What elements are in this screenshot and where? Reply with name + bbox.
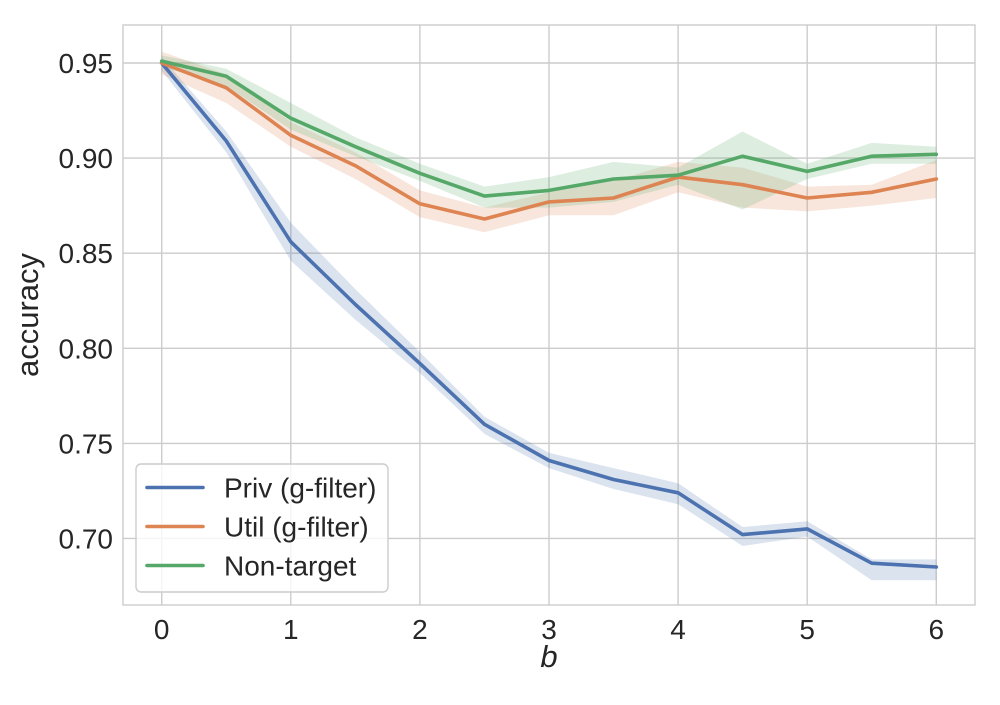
x-tick-label: 1 (283, 614, 299, 645)
confidence-band-non-target (161, 55, 937, 210)
series-line-util-g-filter (159, 61, 939, 221)
x-tick-labels: 0 1 2 3 4 5 6 (154, 614, 944, 645)
x-tick-label: 3 (541, 614, 557, 645)
series-line-non-target (159, 59, 939, 198)
legend-label: Non-target (224, 551, 357, 582)
series-line-priv-g-filter (159, 61, 939, 569)
x-tick-label: 2 (412, 614, 428, 645)
x-tick-label: 6 (929, 614, 945, 645)
y-tick-label: 0.80 (59, 333, 114, 364)
legend-box (135, 463, 389, 593)
y-tick-label: 0.90 (59, 143, 114, 174)
x-tick-label: 4 (670, 614, 686, 645)
y-axis-label: accuracy (10, 252, 45, 377)
series-lines (159, 59, 939, 569)
legend-label: Priv (g-filter) (224, 473, 376, 504)
gridlines (123, 25, 975, 605)
x-tick-label: 0 (154, 614, 170, 645)
y-tick-label: 0.70 (59, 523, 114, 554)
y-tick-labels: 0.70 0.75 0.80 0.85 0.90 0.95 (59, 48, 114, 554)
y-tick-label: 0.85 (59, 238, 114, 269)
plot-area-border (122, 24, 976, 606)
legend-label: Util (g-filter) (224, 512, 369, 543)
confidence-band-util-g-filter (161, 51, 937, 233)
y-tick-label: 0.95 (59, 48, 114, 79)
x-axis-label: b (540, 639, 557, 674)
y-tick-label: 0.75 (59, 428, 114, 459)
x-tick-label: 5 (799, 614, 815, 645)
confidence-bands (161, 51, 937, 581)
legend: Priv (g-filter) Util (g-filter) Non-target (135, 463, 389, 593)
